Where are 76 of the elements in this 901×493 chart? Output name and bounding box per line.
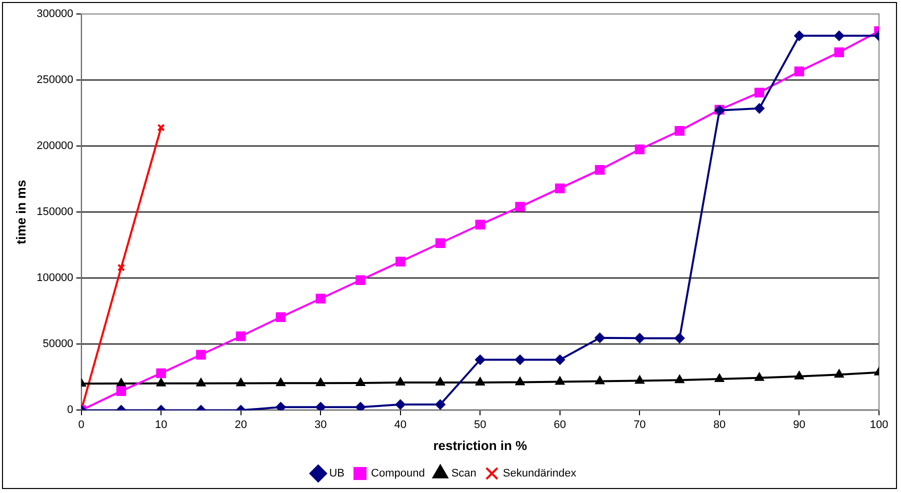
point <box>515 354 526 365</box>
point <box>196 378 206 386</box>
x-tick-label: 40 <box>394 418 407 431</box>
point <box>594 164 605 175</box>
y-tick-label: 150000 <box>36 206 74 218</box>
point <box>356 378 365 386</box>
point <box>476 377 485 386</box>
point <box>794 30 804 41</box>
y-tick-label: 50000 <box>42 338 74 350</box>
x-axis-title: restriction in % <box>433 438 528 453</box>
point <box>276 312 286 322</box>
point <box>674 126 684 136</box>
point <box>674 333 685 344</box>
point <box>236 378 246 386</box>
point <box>714 374 724 382</box>
point <box>595 376 604 384</box>
point <box>475 354 486 365</box>
point <box>356 402 366 410</box>
x-tick-label: 30 <box>314 418 327 431</box>
point <box>316 378 326 386</box>
point <box>117 264 126 272</box>
point <box>395 256 406 267</box>
point <box>834 370 844 378</box>
x-tick-label: 70 <box>634 418 646 431</box>
point <box>156 378 166 386</box>
x-tick-label: 90 <box>793 418 806 431</box>
y-tick-label: 300000 <box>36 8 74 20</box>
point <box>196 350 206 360</box>
point <box>555 376 564 385</box>
point <box>754 103 764 114</box>
point <box>634 333 645 344</box>
point <box>435 238 446 248</box>
point <box>116 386 126 396</box>
point <box>516 377 524 386</box>
y-tick-label: 200000 <box>36 140 74 152</box>
point <box>675 375 684 384</box>
legend-label: UB <box>329 468 345 480</box>
point <box>834 30 844 41</box>
point <box>754 372 764 381</box>
point <box>436 377 445 386</box>
legend-label: Sekundärindex <box>502 468 577 480</box>
point <box>396 377 405 386</box>
x-tick-label: 0 <box>78 418 84 431</box>
point <box>834 47 844 58</box>
x-tick-label: 60 <box>554 418 566 431</box>
x-tick-label: 100 <box>870 418 888 431</box>
point <box>435 400 446 410</box>
point <box>794 66 804 76</box>
point <box>156 368 166 378</box>
point <box>754 88 764 98</box>
point <box>276 402 286 410</box>
y-tick-label: 0 <box>67 404 74 416</box>
point <box>316 402 326 410</box>
point <box>594 332 605 343</box>
x-tick-label: 50 <box>474 418 486 431</box>
point <box>316 294 326 304</box>
x-tick-label: 20 <box>234 418 247 431</box>
x-tick-label: 10 <box>154 418 168 431</box>
y-axis-title: time in ms <box>13 180 28 244</box>
y-tick-label: 250000 <box>36 74 74 86</box>
point <box>635 376 644 384</box>
point <box>236 331 246 342</box>
point <box>475 220 486 230</box>
y-tick-label: 100000 <box>36 272 74 284</box>
point <box>276 378 286 386</box>
point <box>794 371 804 380</box>
point <box>554 354 565 365</box>
legend-label: Compound <box>371 468 425 480</box>
point <box>515 202 525 212</box>
point <box>356 275 366 286</box>
point <box>555 183 565 194</box>
point <box>395 400 406 410</box>
point <box>634 144 645 154</box>
legend-label: Scan <box>451 468 476 480</box>
point <box>116 378 126 387</box>
x-tick-label: 80 <box>713 418 726 431</box>
